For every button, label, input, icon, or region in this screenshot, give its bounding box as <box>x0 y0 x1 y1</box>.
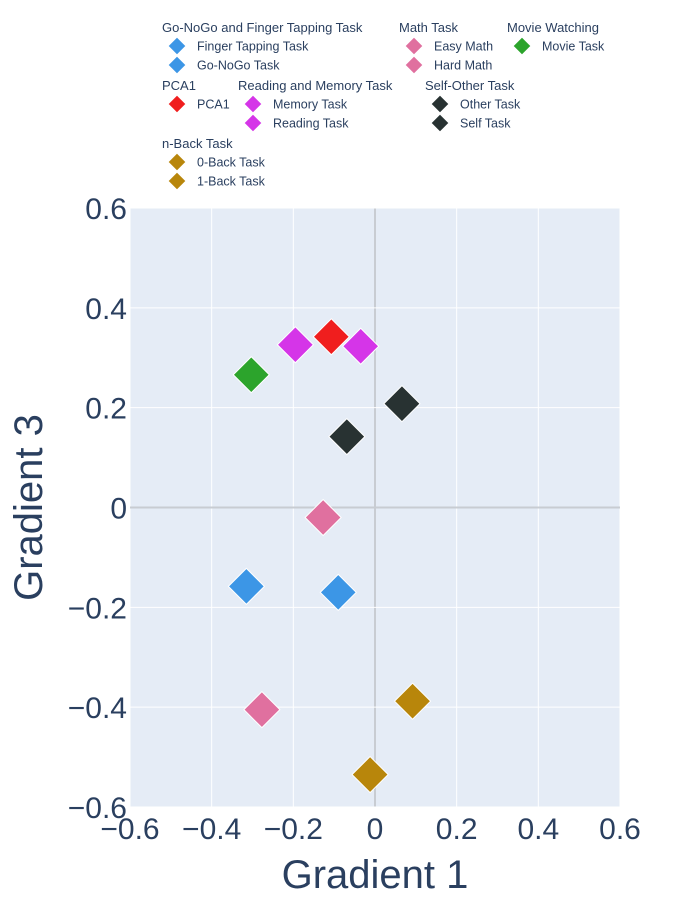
point-reading-task <box>342 327 380 365</box>
legend-label: Self Task <box>460 117 511 131</box>
y-tick-label: −0.4 <box>68 692 127 725</box>
point-hard-math <box>243 690 281 729</box>
point-1-back-task <box>393 682 432 720</box>
legend-label: PCA1 <box>197 98 230 112</box>
point-movie-task <box>232 356 270 394</box>
legend-group-title: Go-NoGo and Finger Tapping Task <box>162 20 363 35</box>
legend-group-movie-watching: Movie Watching Movie Task <box>507 20 605 56</box>
point-finger-tapping-task <box>227 567 266 606</box>
legend-label: Other Task <box>460 98 521 112</box>
legend-marker <box>243 94 263 114</box>
point-easy-math <box>304 498 342 537</box>
legend-item-hard-math[interactable]: Hard Math <box>404 55 492 75</box>
x-tick-label: −0.2 <box>264 813 323 846</box>
y-tick-label: 0.6 <box>85 193 127 226</box>
legend-label: Memory Task <box>273 98 348 112</box>
y-tick-label: 0 <box>110 493 127 526</box>
legend-item-pca1[interactable]: PCA1 <box>167 94 230 114</box>
legend-label: Movie Task <box>542 40 605 54</box>
legend-marker <box>404 55 424 75</box>
legend-group-title: Self-Other Task <box>425 78 515 93</box>
legend-label: Go-NoGo Task <box>197 59 280 73</box>
legend-label: Hard Math <box>434 59 492 73</box>
legend-item-memory-task[interactable]: Memory Task <box>243 94 348 114</box>
point-self-task <box>328 417 366 456</box>
legend-item-other-task[interactable]: Other Task <box>430 94 521 114</box>
y-tick-label: 0.4 <box>85 293 127 326</box>
legend-marker <box>404 36 424 56</box>
legend-group-n-back-task: n-Back Task 0-Back Task 1-Back Task <box>162 136 266 191</box>
point-other-task <box>383 384 421 423</box>
legend-marker <box>167 152 187 172</box>
legend-group-self-other-task: Self-Other Task Other Task Self Task <box>425 78 521 133</box>
legend-group-go-nogo-and-finger-tapping-task: Go-NoGo and Finger Tapping Task Finger Ta… <box>162 20 363 75</box>
x-axis-title: Gradient 1 <box>282 853 469 897</box>
legend-item-reading-task[interactable]: Reading Task <box>243 113 349 133</box>
x-axis-ticks: −0.6 −0.4 −0.2 0 0.2 0.4 0.6 <box>100 813 640 846</box>
legend-marker <box>430 113 450 133</box>
legend-item-go-nogo-task[interactable]: Go-NoGo Task <box>167 55 280 75</box>
legend-label: Finger Tapping Task <box>197 40 309 54</box>
legend-item-movie-task[interactable]: Movie Task <box>512 36 605 56</box>
legend-group-title: PCA1 <box>162 78 196 93</box>
y-axis-ticks: −0.6 −0.4 −0.2 0 0.2 0.4 0.6 <box>68 193 127 825</box>
x-tick-label: −0.6 <box>100 813 159 846</box>
legend-marker <box>167 171 187 191</box>
legend: Go-NoGo and Finger Tapping Task Finger Ta… <box>162 20 605 191</box>
x-tick-label: 0 <box>367 813 384 846</box>
legend-marker <box>167 55 187 75</box>
x-tick-label: −0.4 <box>182 813 241 846</box>
data-points <box>227 318 432 794</box>
legend-label: 1-Back Task <box>197 175 266 189</box>
legend-group-title: Reading and Memory Task <box>238 78 393 93</box>
y-axis-title: Gradient 3 <box>7 414 51 601</box>
legend-group-reading-and-memory-task: Reading and Memory Task Memory Task Readin… <box>238 78 393 133</box>
legend-group-title: Math Task <box>399 20 459 35</box>
legend-item-1-back-task[interactable]: 1-Back Task <box>167 171 266 191</box>
x-tick-label: 0.6 <box>599 813 641 846</box>
point-go-nogo-task <box>319 573 357 612</box>
y-tick-label: 0.2 <box>85 393 127 426</box>
legend-item-finger-tapping-task[interactable]: Finger Tapping Task <box>167 36 309 56</box>
legend-group-title: Movie Watching <box>507 20 599 35</box>
legend-marker <box>243 113 263 133</box>
legend-item-0-back-task[interactable]: 0-Back Task <box>167 152 266 172</box>
legend-marker <box>167 94 187 114</box>
y-tick-label: −0.2 <box>68 592 127 625</box>
legend-marker <box>430 94 450 114</box>
point-0-back-task <box>351 755 389 794</box>
legend-item-easy-math[interactable]: Easy Math <box>404 36 493 56</box>
grid <box>129 207 621 808</box>
x-tick-label: 0.2 <box>436 813 478 846</box>
legend-marker <box>512 36 532 56</box>
legend-label: Easy Math <box>434 40 493 54</box>
legend-marker <box>167 36 187 56</box>
x-tick-label: 0.4 <box>517 813 559 846</box>
legend-label: Reading Task <box>273 117 349 131</box>
legend-item-self-task[interactable]: Self Task <box>430 113 511 133</box>
y-tick-label: −0.6 <box>68 792 127 825</box>
legend-group-title: n-Back Task <box>162 136 233 151</box>
point-pca1 <box>312 318 351 356</box>
point-memory-task <box>276 326 315 364</box>
legend-group-math-task: Math Task Easy Math Hard Math <box>399 20 493 75</box>
legend-label: 0-Back Task <box>197 156 266 170</box>
